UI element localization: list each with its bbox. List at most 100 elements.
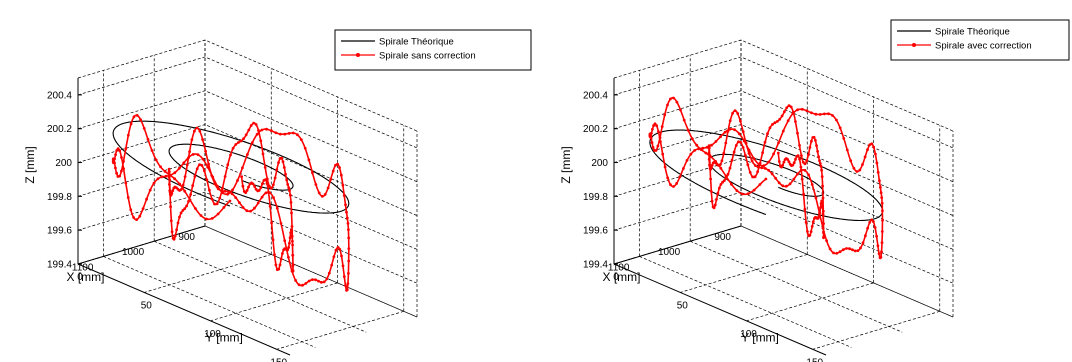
series-point	[741, 146, 745, 149]
series-point	[818, 162, 822, 165]
series-point	[340, 254, 343, 258]
series-point	[261, 182, 264, 186]
series-point	[855, 170, 859, 173]
series-point	[777, 160, 781, 163]
series-point	[710, 163, 714, 167]
y-axis-line	[613, 263, 827, 356]
series-point	[672, 185, 675, 188]
series-point	[864, 234, 867, 238]
series-point	[719, 135, 722, 139]
series-point	[330, 263, 334, 267]
series-point	[138, 214, 142, 218]
y-axis-label: Y [mm]	[205, 331, 243, 345]
series-line-0	[112, 120, 350, 214]
series-point	[686, 128, 690, 132]
series-point	[792, 177, 796, 181]
series-point	[150, 149, 154, 152]
x-axis-line-back	[613, 225, 742, 265]
series-point	[268, 184, 271, 188]
series-point	[679, 108, 682, 112]
series-point	[139, 118, 143, 122]
series-point	[789, 105, 793, 109]
series-point	[881, 209, 884, 213]
series-point	[256, 201, 260, 205]
series-point	[329, 178, 333, 181]
series-point	[269, 129, 273, 133]
series-point	[152, 181, 156, 185]
z-tick-label: 200.4	[583, 90, 608, 101]
z-tick-label: 199.6	[47, 226, 72, 237]
series-point	[247, 128, 251, 132]
series-point	[870, 142, 874, 146]
series-point	[845, 148, 849, 152]
grid-line-z	[613, 124, 954, 216]
series-point	[341, 183, 345, 187]
series-point	[229, 153, 232, 157]
series-point	[852, 166, 856, 170]
series-point	[650, 141, 654, 145]
series-point	[307, 158, 311, 162]
series-point	[168, 183, 171, 186]
series-point	[205, 178, 209, 182]
x-tick-label: 1000	[658, 247, 681, 258]
series-point	[259, 186, 263, 190]
series-point	[821, 196, 825, 200]
series-point	[205, 217, 208, 221]
series-point	[868, 221, 872, 224]
series-point	[814, 196, 818, 200]
series-point	[347, 228, 350, 232]
series-point	[787, 104, 791, 108]
series-point	[334, 248, 338, 252]
grid-line-z	[77, 56, 418, 149]
y-tick-label: 0	[77, 272, 83, 283]
series-point	[817, 155, 820, 159]
chart-left-svg: 199.4 199.6 199.8 200 200.2 200.4 900 1000 11000…	[23, 29, 532, 362]
y-tick-label: 0	[613, 272, 619, 283]
series-point	[821, 212, 825, 216]
series-point	[781, 129, 785, 133]
series-point	[124, 181, 128, 185]
y-tick-label: 100	[204, 329, 221, 340]
chart-left: 199.4 199.6 199.8 200 200.2 200.4 900 1000 1100 0…	[23, 29, 532, 362]
series-point	[173, 177, 177, 181]
series-point	[875, 161, 879, 165]
series-point	[728, 119, 732, 123]
series-point	[807, 153, 810, 157]
series-point	[251, 182, 255, 186]
series-point	[796, 131, 799, 135]
series-point	[249, 209, 253, 213]
series-point	[815, 144, 818, 148]
series-point	[808, 146, 812, 149]
series-point	[168, 173, 172, 177]
series-point	[814, 139, 817, 142]
series-point	[868, 143, 872, 147]
series-point	[747, 148, 751, 152]
series-point	[808, 233, 812, 237]
series-point	[842, 137, 846, 140]
series-point	[167, 167, 171, 171]
series-point	[720, 159, 724, 163]
z-tick-label: 199.4	[47, 260, 72, 271]
x-axis-line-back	[77, 225, 206, 265]
series-point	[746, 163, 750, 167]
series-point	[122, 160, 125, 163]
series-point	[265, 177, 269, 181]
series-point	[176, 221, 180, 225]
series-point	[222, 206, 226, 209]
series-point	[810, 111, 813, 115]
series-point	[347, 272, 350, 275]
series-point	[772, 152, 775, 156]
series-point	[221, 187, 224, 190]
series-point	[146, 138, 150, 141]
series-point	[344, 203, 347, 207]
chart-right: 199.4 199.6 199.8 200 200.2 200.4 900 1000 1100 0…	[536, 0, 1072, 362]
series-point	[206, 165, 210, 169]
series-point	[663, 113, 667, 117]
series-point	[746, 192, 750, 196]
series-point	[802, 192, 805, 196]
series-point	[263, 166, 267, 169]
z-tick-label: 200.2	[583, 124, 608, 135]
x-tick-label: 1000	[122, 247, 145, 258]
series-point	[880, 201, 884, 205]
series-point	[245, 209, 249, 213]
